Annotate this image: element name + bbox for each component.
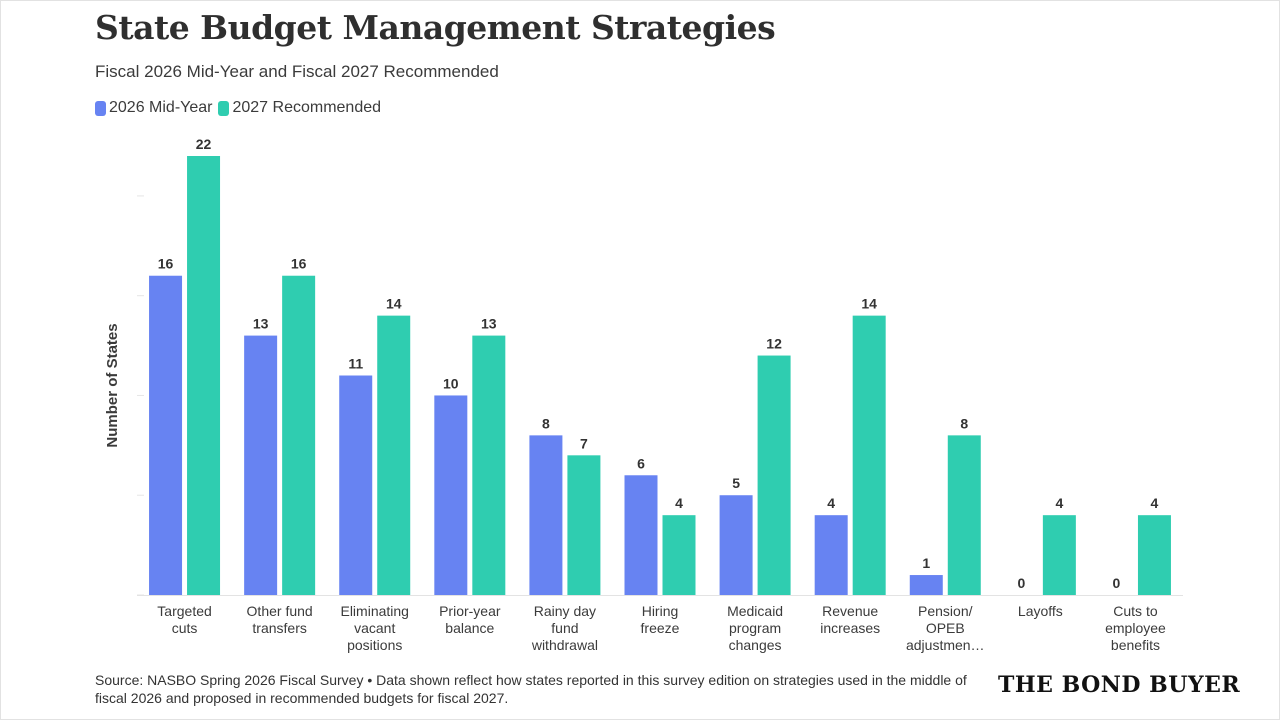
bar-2026-1 [244,335,278,595]
category-label: freeze [641,620,680,636]
category-label: vacant [354,620,395,636]
bar-2027-10 [1137,515,1171,595]
chart-title: State Budget Management Strategies [95,8,776,47]
category-label: increases [820,620,880,636]
category-label: benefits [1111,637,1160,653]
bar-2027-7 [852,315,886,595]
category-label: adjustmen… [906,637,985,653]
legend-swatch-2027 [218,100,230,116]
chart-subtitle: Fiscal 2026 Mid-Year and Fiscal 2027 Rec… [95,62,499,81]
legend-label-2026: 2026 Mid-Year [109,99,213,116]
legend-swatch-2026 [95,100,106,116]
category-label: positions [347,637,402,653]
bar-2026-2 [339,375,373,595]
bar-2027-0 [187,156,221,595]
bar-2027-6 [757,355,791,595]
category-label: changes [729,637,782,653]
category-label: Prior-year [439,603,501,619]
data-label: 0 [1113,575,1121,591]
legend: 2026 Mid-Year 2027 Recommended [95,99,387,117]
bar-2027-4 [567,455,601,595]
legend-label-2027: 2027 Recommended [232,99,382,116]
legend-item-2027: 2027 Recommended [218,99,381,117]
publisher-logo: THE BOND BUYER [998,672,1241,698]
category-label: Hiring [642,603,679,619]
data-label: 5 [732,475,740,491]
bar-2027-5 [662,515,696,595]
bar-2026-5 [624,475,658,595]
bar-2027-3 [472,335,506,595]
bar-2027-8 [947,435,981,595]
data-label: 12 [766,336,782,352]
bar-2027-1 [282,275,316,595]
category-label: Medicaid [727,603,783,619]
category-label: Other fund [247,603,313,619]
data-label: 11 [348,356,363,372]
category-label: Pension/ [918,603,973,619]
data-label: 14 [861,296,877,312]
bar-2026-7 [814,515,848,595]
category-label: Layoffs [1018,603,1063,619]
bar-2027-9 [1042,515,1076,595]
data-label: 4 [675,495,683,511]
bar-2026-4 [529,435,563,595]
bar-2026-3 [434,395,468,595]
bar-2027-2 [377,315,411,595]
category-label: OPEB [926,620,965,636]
y-axis-label: Number of States [104,323,121,447]
data-label: 16 [291,256,307,272]
bar-2026-8 [909,575,943,595]
data-label: 13 [253,316,269,332]
data-label: 0 [1017,575,1025,591]
category-label: Rainy day [534,603,596,619]
category-label: withdrawal [531,637,598,653]
category-label: Eliminating [340,603,408,619]
data-label: 16 [158,256,174,272]
data-label: 22 [196,136,212,152]
category-label: Revenue [822,603,878,619]
data-label: 8 [542,415,550,431]
data-label: 13 [481,316,497,332]
data-label: 14 [386,296,402,312]
data-label: 4 [827,495,835,511]
data-label: 7 [580,435,588,451]
data-label: 10 [443,375,459,391]
category-label: cuts [172,620,198,636]
category-label: fund [551,620,578,636]
data-label: 4 [1151,495,1159,511]
category-label: Cuts to [1113,603,1158,619]
data-label: 6 [637,455,645,471]
data-label: 1 [922,555,930,571]
bar-2026-6 [719,495,753,595]
bar-2026-0 [149,275,183,595]
category-label: Targeted [157,603,211,619]
source-note: Source: NASBO Spring 2026 Fiscal Survey … [95,672,967,706]
category-label: program [729,620,781,636]
category-label: balance [445,620,494,636]
category-label: employee [1105,620,1166,636]
legend-item-2026: 2026 Mid-Year [95,99,212,117]
data-label: 4 [1055,495,1063,511]
data-label: 8 [960,415,968,431]
category-label: transfers [252,620,306,636]
